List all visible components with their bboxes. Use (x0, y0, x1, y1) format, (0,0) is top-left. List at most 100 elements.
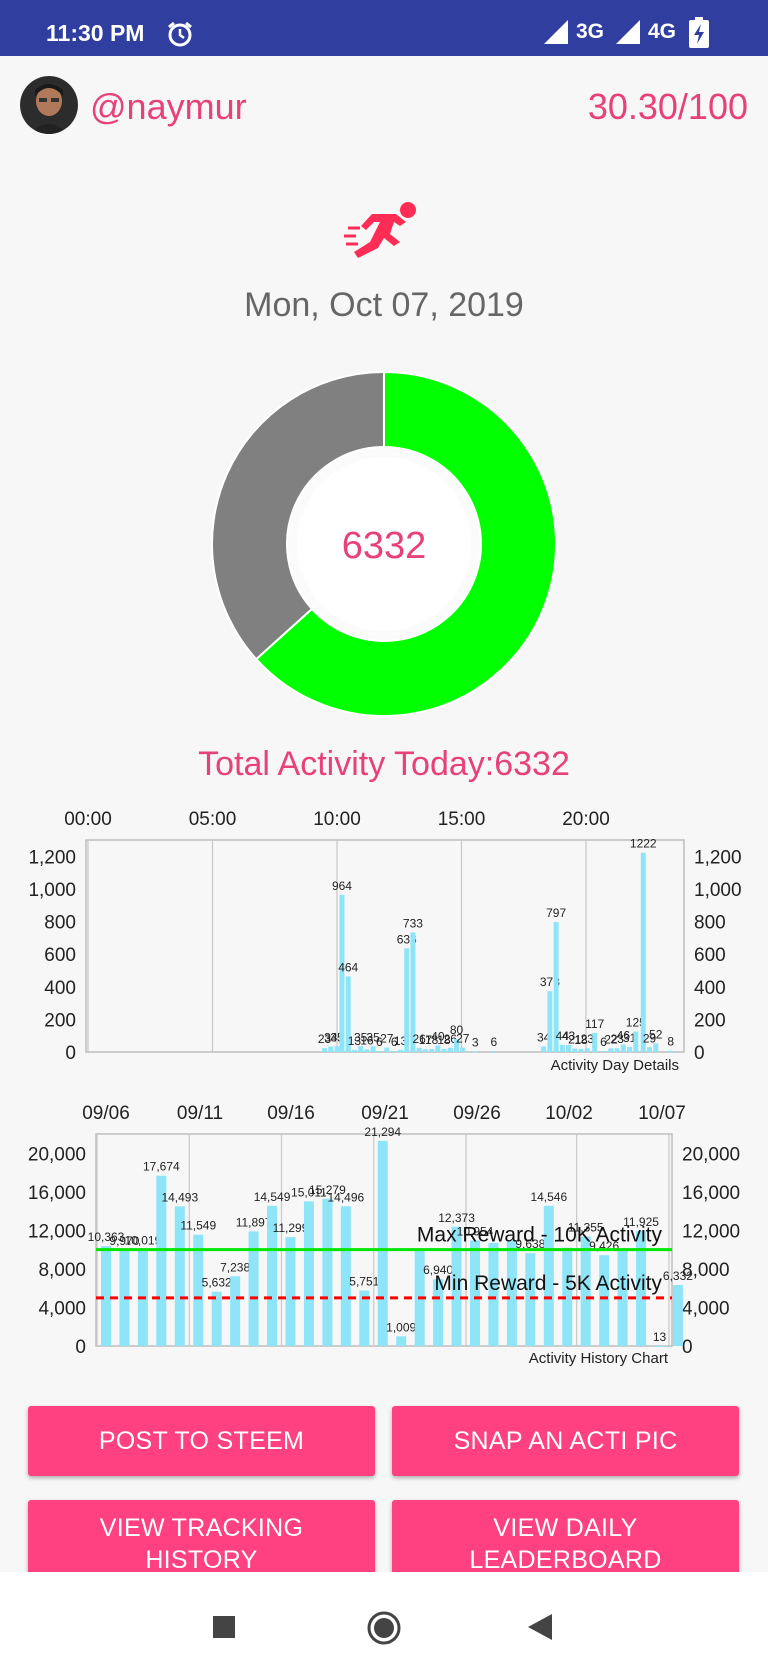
running-icon (344, 200, 424, 271)
day-bar-value-label: 22 (604, 1032, 618, 1046)
day-bar-value-label: 6 (491, 1035, 498, 1049)
day-bar-value-label: 34 (537, 1030, 551, 1044)
reference-line-label: Min Reward - 5K Activity (434, 1272, 662, 1295)
day-bar (547, 991, 553, 1052)
history-bar (303, 1201, 314, 1346)
day-bar-value-label: 52 (649, 1028, 663, 1042)
day-bar (351, 1049, 357, 1052)
y-tick-label-right: 8,000 (682, 1260, 730, 1281)
post-to-steem-button[interactable]: POST TO STEEM (28, 1406, 375, 1476)
history-bar (101, 1246, 111, 1346)
history-bar-value-label: 12,373 (438, 1211, 475, 1225)
history-bar (322, 1198, 333, 1346)
day-bar-value-label: 31 (623, 1031, 637, 1045)
history-bar (470, 1240, 480, 1346)
day-bar (334, 1046, 340, 1052)
day-bar-value-label: 46 (617, 1028, 631, 1042)
history-bar-value-label: 11,897 (236, 1215, 272, 1229)
history-bar (672, 1284, 683, 1346)
avatar[interactable] (20, 76, 78, 134)
activity-donut-chart: 6332 (211, 370, 557, 717)
history-bar-value-label: 14,493 (161, 1190, 198, 1204)
history-bar (488, 1242, 499, 1346)
y-tick-label-right: 12,000 (682, 1221, 740, 1242)
day-bar-value-label: 26 (444, 1032, 458, 1046)
date-label: Mon, Oct 07, 2019 (244, 286, 524, 324)
history-bar (230, 1276, 241, 1346)
back-triangle-icon[interactable] (528, 1614, 552, 1640)
day-bar (376, 1051, 382, 1053)
history-bar-value-label: 15,279 (309, 1183, 346, 1197)
day-bar (460, 1047, 466, 1052)
y-tick-label-right: 200 (694, 1010, 726, 1031)
x-tick-label: 10/02 (545, 1103, 593, 1124)
day-bar-value-label: 35 (354, 1030, 368, 1044)
history-bar-value-label: 11,299 (273, 1221, 309, 1235)
day-bar-value-label: 21 (568, 1033, 582, 1047)
day-bar-value-label: 44 (556, 1029, 570, 1043)
day-bar (404, 948, 410, 1052)
y-tick-label-left: 200 (44, 1010, 76, 1031)
day-bar-value-label: 13 (348, 1034, 362, 1048)
button-label-line: VIEW TRACKING (99, 1514, 304, 1542)
username: @naymur (90, 86, 247, 127)
y-tick-label-left: 400 (44, 978, 76, 999)
day-bar (668, 1050, 674, 1052)
status-time: 11:30 PM (46, 20, 145, 46)
history-bar (506, 1240, 517, 1346)
day-bar (653, 1043, 659, 1052)
x-tick-label: 09/21 (361, 1103, 409, 1124)
day-bar-value-label: 27 (456, 1032, 470, 1046)
day-bar (345, 976, 351, 1052)
chart-caption: Activity Day Details (551, 1057, 679, 1074)
day-bar (541, 1046, 547, 1052)
y-tick-label-right: 800 (694, 913, 726, 934)
day-bar-value-label: 6 (376, 1035, 383, 1049)
donut-remaining-segment (211, 370, 385, 661)
day-bar (391, 1051, 397, 1053)
y-tick-label-left: 16,000 (28, 1183, 86, 1204)
x-tick-label: 09/16 (267, 1103, 315, 1124)
alarm-icon (166, 20, 194, 53)
day-bar-value-label: 3 (472, 1036, 479, 1050)
day-bar-value-label: 17 (419, 1033, 433, 1047)
day-bar (608, 1048, 614, 1052)
history-bar-value-label: 9,970 (109, 1234, 139, 1248)
snap-acti-pic-button[interactable]: SNAP AN ACTI PIC (392, 1406, 739, 1476)
day-bar (578, 1049, 584, 1052)
day-bar (472, 1051, 478, 1053)
y-tick-label-right: 1,200 (694, 847, 742, 868)
day-bar-value-label: 18 (437, 1033, 451, 1047)
total-activity-label: Total Activity Today:6332 (198, 745, 570, 783)
chart-caption: Activity History Chart (529, 1350, 669, 1367)
history-bar (636, 1231, 647, 1346)
y-tick-label-left: 12,000 (28, 1221, 86, 1242)
x-tick-label: 09/26 (453, 1103, 501, 1124)
history-bar (211, 1291, 222, 1346)
home-circle-icon[interactable] (366, 1610, 402, 1646)
y-tick-label-left: 800 (44, 913, 76, 934)
history-bar-value-label: 9,638 (515, 1237, 545, 1251)
history-bar-value-label: 10,019 (125, 1233, 162, 1247)
recents-square-icon[interactable] (213, 1616, 235, 1638)
network-4g-label: 4G (648, 20, 677, 43)
x-tick-label: 05:00 (189, 809, 237, 830)
status-bar: 11:30 PM 3G 4G (0, 0, 768, 56)
y-tick-label-right: 0 (682, 1337, 693, 1358)
x-tick-label: 10/07 (638, 1103, 686, 1124)
day-bar (429, 1049, 435, 1052)
day-bar-value-label: 40 (431, 1029, 445, 1043)
y-tick-label-right: 600 (694, 945, 726, 966)
day-bar (328, 1046, 334, 1052)
history-bar (285, 1237, 296, 1346)
day-bar-value-label: 8 (667, 1035, 674, 1049)
history-bar (543, 1205, 554, 1346)
day-bar (491, 1051, 497, 1053)
x-tick-label: 09/11 (177, 1103, 223, 1124)
history-bar-value-label: 11,355 (568, 1221, 604, 1235)
button-label-line: LEADERBOARD (469, 1546, 662, 1574)
history-bar-value-label: 17,674 (143, 1160, 180, 1174)
history-bar (174, 1206, 185, 1346)
y-tick-label-right: 400 (694, 978, 726, 999)
day-bar (553, 922, 559, 1052)
